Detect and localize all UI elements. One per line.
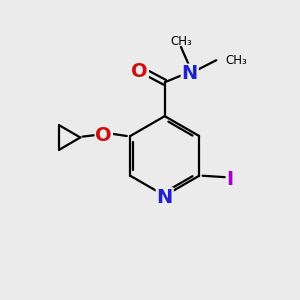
- Text: O: O: [131, 61, 148, 80]
- Text: N: N: [157, 188, 173, 207]
- Text: N: N: [182, 64, 198, 83]
- Text: O: O: [95, 126, 112, 145]
- Text: CH₃: CH₃: [225, 54, 247, 67]
- Text: I: I: [226, 170, 234, 189]
- Text: CH₃: CH₃: [170, 35, 192, 48]
